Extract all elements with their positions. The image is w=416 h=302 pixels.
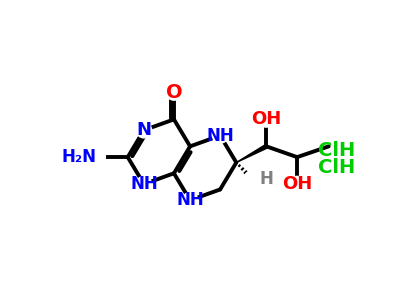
Circle shape bbox=[136, 123, 151, 138]
Text: OH: OH bbox=[282, 175, 312, 193]
Polygon shape bbox=[236, 145, 267, 162]
Text: NH: NH bbox=[176, 191, 204, 209]
Text: H: H bbox=[260, 170, 273, 188]
Text: ClH: ClH bbox=[318, 158, 355, 177]
Circle shape bbox=[244, 171, 260, 186]
Text: OH: OH bbox=[251, 111, 282, 128]
Text: H₂N: H₂N bbox=[61, 148, 96, 166]
Circle shape bbox=[290, 176, 305, 192]
Text: N: N bbox=[136, 121, 151, 139]
Circle shape bbox=[90, 149, 105, 165]
Circle shape bbox=[259, 112, 274, 127]
Circle shape bbox=[136, 176, 151, 192]
Text: NH: NH bbox=[130, 175, 158, 193]
Text: NH: NH bbox=[206, 127, 234, 145]
Text: O: O bbox=[166, 83, 182, 102]
Circle shape bbox=[213, 128, 228, 143]
Circle shape bbox=[182, 193, 198, 208]
Text: ClH: ClH bbox=[318, 141, 355, 160]
Circle shape bbox=[166, 85, 182, 100]
